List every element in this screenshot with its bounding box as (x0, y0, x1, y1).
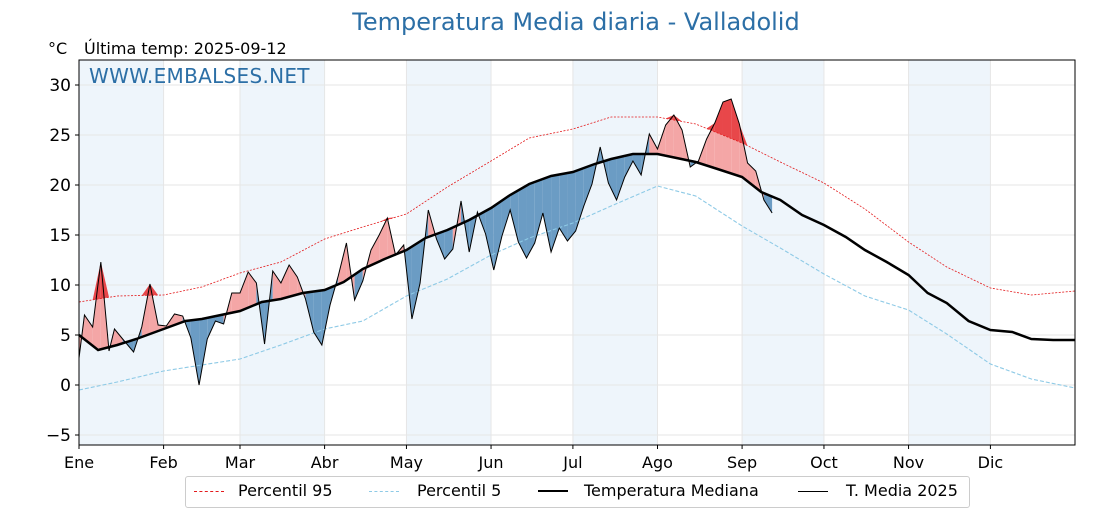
y-tick-label: 0 (60, 376, 71, 396)
fill-below-median (436, 231, 445, 259)
legend-swatch-t2025 (798, 491, 828, 492)
x-tick-label: Dic (978, 453, 1004, 472)
legend-swatch-median (538, 490, 568, 492)
fill-below-median (526, 182, 535, 258)
fill-below-median (567, 171, 576, 241)
fill-above-median (673, 115, 683, 160)
fill-above-p95 (706, 123, 715, 132)
y-tick-label: 15 (49, 226, 71, 246)
fill-above-median (272, 271, 281, 301)
fill-below-median (313, 290, 322, 345)
fill-below-median (493, 200, 502, 270)
x-tick-label: Ago (642, 453, 673, 472)
month-band (742, 60, 824, 445)
plot-frame (78, 59, 1076, 446)
fill-above-p95 (714, 102, 723, 136)
y-unit-label: °C (48, 39, 68, 58)
last-temp-label: Última temp: 2025-09-12 (84, 39, 287, 58)
x-tick-label: May (390, 453, 423, 472)
month-band (572, 60, 658, 445)
fill-below-median (518, 185, 527, 258)
chart-title: Temperatura Media diaria - Valladolid (352, 8, 800, 36)
y-tick-label: 30 (49, 76, 71, 96)
x-tick-label: Feb (149, 453, 177, 472)
fill-above-median (280, 265, 290, 299)
x-tick-label: Jun (478, 453, 504, 472)
fill-below-median (485, 206, 494, 270)
y-tick-label: 25 (49, 126, 71, 146)
fill-above-p95 (92, 262, 101, 300)
fill-above-p95 (722, 99, 732, 139)
fill-above-median (665, 115, 674, 158)
fill-below-median (501, 195, 511, 236)
y-tick-label: 10 (49, 276, 71, 296)
fill-above-median (649, 134, 658, 154)
fill-below-median (354, 269, 363, 300)
fill-below-median (608, 157, 617, 200)
fill-above-median (657, 125, 666, 156)
y-tick-label: 20 (49, 176, 71, 196)
legend-label-t2025: T. Media 2025 (846, 481, 958, 500)
legend: Percentil 95 Percentil 5 Temperatura Med… (185, 476, 970, 508)
fill-above-median (84, 315, 93, 346)
fill-below-median (542, 176, 552, 252)
x-tick-label: Mar (225, 453, 256, 472)
fill-below-median (616, 155, 625, 200)
watermark: WWW.EMBALSES.NET (89, 64, 310, 88)
fill-above-p95 (673, 115, 683, 122)
legend-label-p95: Percentil 95 (238, 481, 333, 500)
x-tick-label: Ene (64, 453, 94, 472)
x-tick-label: Sep (727, 453, 757, 472)
x-tick-label: Oct (810, 453, 838, 472)
month-band (239, 60, 325, 445)
fill-below-median (624, 154, 633, 177)
fill-below-median (321, 287, 331, 345)
fill-below-median (575, 168, 584, 231)
legend-label-p5: Percentil 5 (417, 481, 502, 500)
fill-above-p95 (731, 99, 740, 142)
x-tick-label: Jul (562, 453, 582, 472)
fill-below-median (534, 179, 543, 243)
fill-below-median (763, 193, 773, 213)
legend-swatch-p5 (369, 491, 399, 492)
series-line-median (78, 152, 1075, 352)
fill-below-median (583, 165, 593, 206)
y-tick-label: −5 (46, 426, 71, 446)
fill-below-median (207, 316, 216, 339)
fill-above-p95 (379, 218, 388, 223)
fill-above-median (239, 272, 249, 311)
fill-above-median (289, 265, 298, 297)
series-line-p5 (78, 185, 1076, 391)
fill-above-median (379, 218, 388, 262)
x-tick-label: Abr (311, 453, 339, 472)
y-tick-label: 5 (60, 326, 71, 346)
fill-above-median (706, 123, 715, 169)
x-tick-label: Nov (893, 453, 924, 472)
legend-swatch-p95 (194, 491, 224, 492)
fill-below-median (510, 190, 519, 242)
legend-label-median: Temperatura Mediana (584, 481, 759, 500)
fill-below-median (190, 319, 200, 385)
fill-above-p95 (739, 124, 748, 146)
fill-below-median (632, 154, 642, 175)
fill-above-median (114, 329, 123, 346)
fill-below-median (559, 173, 568, 241)
series-line-p95 (78, 116, 1076, 303)
fill-below-median (411, 241, 421, 319)
series-line-t2025 (78, 98, 773, 386)
fill-above-median (231, 293, 240, 313)
fill-below-median (199, 317, 208, 385)
fill-above-p95 (387, 217, 396, 220)
fill-above-median (370, 235, 380, 266)
month-band (908, 60, 991, 445)
